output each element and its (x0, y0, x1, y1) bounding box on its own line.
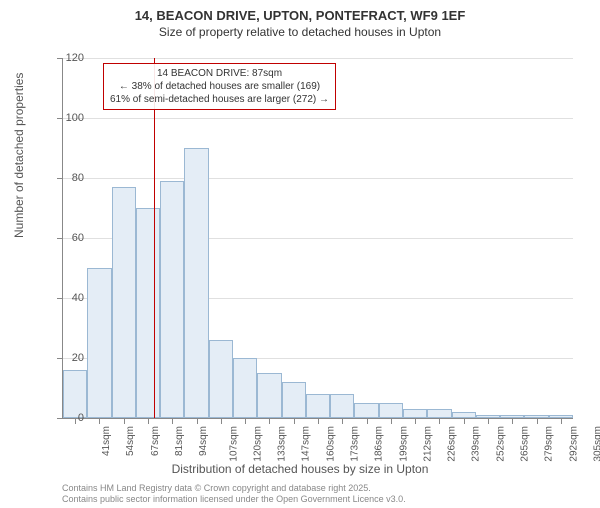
y-axis-title: Number of detached properties (12, 73, 26, 238)
x-tick (415, 418, 416, 424)
x-tick-label: 305sqm (592, 426, 600, 462)
marker-line (154, 58, 155, 418)
footer-line2: Contains public sector information licen… (62, 494, 406, 506)
x-tick (99, 418, 100, 424)
plot-area: 14 BEACON DRIVE: 87sqm← 38% of detached … (62, 58, 573, 419)
histogram-bar (282, 382, 306, 418)
x-tick (172, 418, 173, 424)
histogram-bar (160, 181, 184, 418)
x-tick-label: 292sqm (568, 426, 579, 462)
x-tick (561, 418, 562, 424)
histogram-bar (63, 370, 87, 418)
x-tick (391, 418, 392, 424)
y-tick-label: 0 (78, 412, 84, 424)
y-tick (57, 418, 63, 419)
y-tick (57, 358, 63, 359)
x-tick-label: 160sqm (325, 426, 336, 462)
y-tick-label: 120 (66, 52, 84, 64)
histogram-bar (233, 358, 257, 418)
annotation-line2: ← 38% of detached houses are smaller (16… (110, 80, 329, 93)
y-tick-label: 100 (66, 112, 84, 124)
y-tick-label: 60 (72, 232, 84, 244)
chart-container: 14, BEACON DRIVE, UPTON, PONTEFRACT, WF9… (0, 8, 600, 508)
chart-subtitle: Size of property relative to detached ho… (0, 25, 600, 39)
y-tick-label: 20 (72, 352, 84, 364)
footer-text: Contains HM Land Registry data © Crown c… (62, 483, 406, 506)
x-tick (269, 418, 270, 424)
x-tick-label: 147sqm (301, 426, 312, 462)
x-tick-label: 133sqm (277, 426, 288, 462)
x-tick (537, 418, 538, 424)
x-tick (512, 418, 513, 424)
x-tick (439, 418, 440, 424)
annotation-line1: 14 BEACON DRIVE: 87sqm (110, 67, 329, 80)
x-tick (197, 418, 198, 424)
histogram-bar (379, 403, 403, 418)
x-tick-label: 252sqm (495, 426, 506, 462)
histogram-bar (112, 187, 136, 418)
x-axis-title: Distribution of detached houses by size … (0, 462, 600, 476)
histogram-bar (306, 394, 330, 418)
footer-line1: Contains HM Land Registry data © Crown c… (62, 483, 406, 495)
x-tick (221, 418, 222, 424)
grid-line (63, 118, 573, 119)
x-tick-label: 67sqm (150, 426, 161, 456)
annotation-line3: 61% of semi-detached houses are larger (… (110, 93, 329, 106)
grid-line (63, 178, 573, 179)
grid-line (63, 58, 573, 59)
x-tick (245, 418, 246, 424)
histogram-bar (330, 394, 354, 418)
x-tick-label: 199sqm (398, 426, 409, 462)
x-tick (342, 418, 343, 424)
x-tick (318, 418, 319, 424)
y-tick (57, 178, 63, 179)
x-tick-label: 120sqm (252, 426, 263, 462)
x-tick (464, 418, 465, 424)
x-tick (124, 418, 125, 424)
x-tick-label: 279sqm (544, 426, 555, 462)
histogram-bar (184, 148, 208, 418)
x-tick-label: 212sqm (422, 426, 433, 462)
x-tick-label: 81sqm (174, 426, 185, 456)
x-tick-label: 173sqm (350, 426, 361, 462)
y-tick-label: 80 (72, 172, 84, 184)
y-tick (57, 118, 63, 119)
histogram-bar (209, 340, 233, 418)
y-tick (57, 298, 63, 299)
x-tick (294, 418, 295, 424)
histogram-bar (354, 403, 378, 418)
x-tick (367, 418, 368, 424)
y-tick (57, 58, 63, 59)
x-tick-label: 54sqm (125, 426, 136, 456)
x-tick-label: 239sqm (471, 426, 482, 462)
y-tick-label: 40 (72, 292, 84, 304)
histogram-bar (257, 373, 281, 418)
x-tick-label: 107sqm (228, 426, 239, 462)
annotation-box: 14 BEACON DRIVE: 87sqm← 38% of detached … (103, 63, 336, 110)
x-tick (148, 418, 149, 424)
x-tick-label: 41sqm (101, 426, 112, 456)
x-tick (75, 418, 76, 424)
x-tick-label: 226sqm (447, 426, 458, 462)
x-tick-label: 186sqm (374, 426, 385, 462)
histogram-bar (403, 409, 427, 418)
y-tick (57, 238, 63, 239)
x-tick-label: 265sqm (520, 426, 531, 462)
x-tick-label: 94sqm (198, 426, 209, 456)
histogram-bar (427, 409, 451, 418)
x-tick (488, 418, 489, 424)
histogram-bar (136, 208, 160, 418)
histogram-bar (87, 268, 111, 418)
chart-title: 14, BEACON DRIVE, UPTON, PONTEFRACT, WF9… (0, 8, 600, 23)
